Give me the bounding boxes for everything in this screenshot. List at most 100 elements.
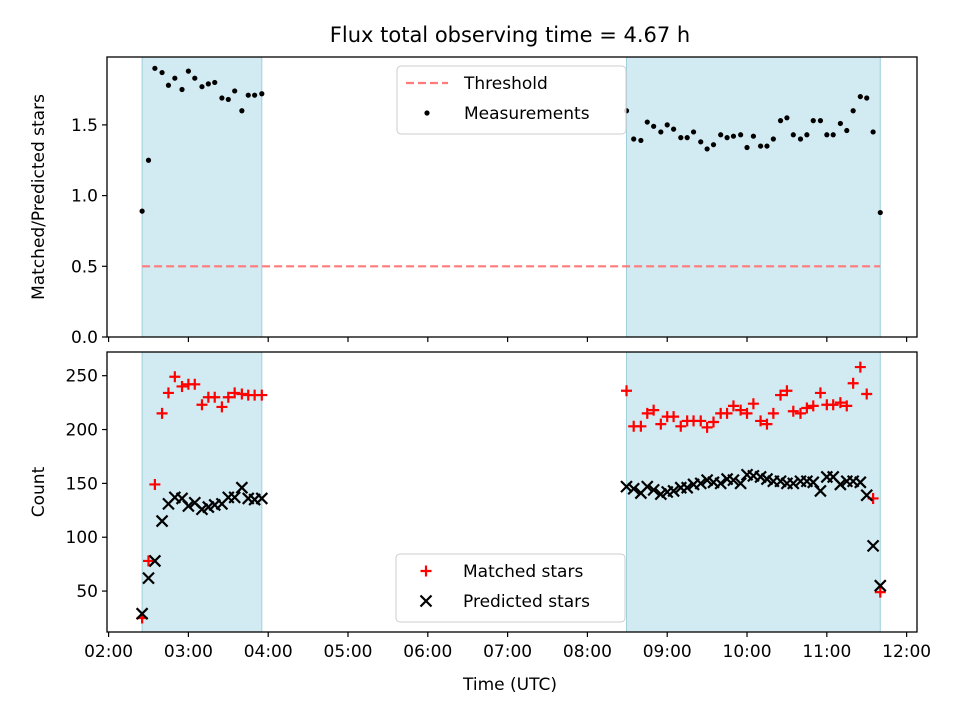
matched-star-point-54 [854, 361, 866, 373]
matched-star-point-27 [675, 420, 687, 432]
matched-star-point-30 [695, 415, 707, 427]
measurement-point-11 [212, 79, 218, 86]
matched-star-point-36 [735, 404, 747, 416]
measurement-point-26 [671, 126, 677, 132]
x-tick-label-3: 05:00 [324, 642, 373, 662]
legend-label-1: Predicted stars [463, 592, 590, 612]
matched-star-point-37 [741, 407, 753, 419]
count-legend: Matched stars Predicted stars [395, 553, 626, 623]
legend-swatch-1 [419, 594, 433, 608]
legend-swatch-0 [420, 565, 432, 577]
measurement-point-21 [638, 137, 644, 144]
matched-star-point-3 [156, 407, 168, 419]
measurement-point-28 [684, 135, 690, 141]
predicted-star-point-44 [787, 477, 800, 490]
predicted-star-point-7 [182, 499, 195, 513]
predicted-star-point-3 [155, 514, 169, 528]
matched-star-point-31 [701, 421, 713, 433]
y-tick-label-1: 0.5 [71, 257, 98, 277]
predicted-star-point-14 [228, 491, 241, 504]
measurement-point-16 [245, 92, 251, 98]
matched-star-point-39 [755, 415, 767, 427]
x-tick-label-4: 06:00 [403, 642, 452, 662]
measurement-point-3 [159, 69, 165, 76]
measurement-point-30 [698, 139, 704, 145]
predicted-star-point-54 [854, 476, 867, 489]
measurement-point-54 [857, 93, 863, 100]
x-tick-label-5: 07:00 [483, 642, 532, 662]
measurement-point-42 [777, 118, 784, 124]
matched-star-point-46 [801, 402, 813, 414]
measurement-point-9 [199, 84, 205, 90]
matched-star-point-12 [216, 401, 228, 413]
count-panel-frame [106, 351, 918, 633]
matched-star-point-44 [787, 405, 799, 417]
matched-star-point-42 [775, 389, 787, 401]
matched-star-point-1 [142, 555, 154, 567]
measurement-point-43 [784, 115, 790, 121]
measurement-point-12 [219, 95, 225, 101]
count-panel: 02:00 03:00 04:00 05:00 06:00 07:00 08:00 09:00… [29, 351, 931, 662]
measurement-point-31 [704, 146, 710, 152]
ratio-y-axis-label: Matched/Predicted stars [29, 94, 49, 300]
measurement-point-15 [239, 108, 245, 114]
measurement-point-14 [232, 88, 238, 94]
measurement-point-24 [658, 129, 664, 135]
y-tick-label-3: 1.5 [71, 116, 98, 136]
legend-swatch-1 [424, 110, 430, 116]
predicted-star-point-0 [135, 607, 149, 620]
legend-box [396, 65, 627, 135]
measurement-point-6 [179, 86, 185, 93]
x-tick-label-8: 10:00 [723, 642, 772, 662]
measurement-point-27 [678, 135, 684, 141]
matched-star-point-57 [874, 586, 886, 598]
measurement-point-53 [850, 108, 856, 114]
y-tick-label-2: 150 [66, 474, 98, 494]
measurement-point-5 [172, 75, 178, 81]
matched-star-point-9 [196, 399, 208, 411]
measurement-point-17 [252, 92, 258, 98]
predicted-star-point-56 [866, 539, 880, 553]
predicted-star-point-28 [680, 481, 694, 494]
y-tick-label-4: 250 [66, 367, 98, 387]
observing-interval-1 [626, 352, 881, 632]
measurement-point-34 [724, 135, 730, 141]
matched-star-point-50 [827, 399, 839, 411]
matched-star-point-18 [256, 389, 268, 401]
measurement-point-40 [764, 143, 770, 149]
measurement-point-57 [877, 209, 883, 216]
measurement-point-49 [824, 132, 830, 138]
measurement-point-29 [690, 129, 697, 135]
predicted-star-point-20 [627, 482, 640, 496]
legend-label-1: Measurements [464, 104, 590, 124]
measurement-point-0 [139, 208, 145, 214]
legend-box [395, 553, 626, 623]
measurement-point-18 [259, 91, 265, 97]
y-tick-label-3: 200 [66, 421, 98, 441]
measurement-point-32 [710, 142, 717, 148]
matched-star-point-40 [761, 418, 773, 430]
measurement-point-8 [192, 75, 198, 81]
matched-star-point-43 [781, 385, 793, 397]
x-tick-label-9: 11:00 [802, 642, 851, 662]
measurement-point-20 [631, 136, 637, 142]
predicted-star-point-15 [235, 481, 249, 494]
measurement-point-22 [644, 119, 650, 125]
measurement-point-36 [738, 132, 744, 138]
x-tick-label-0: 02:00 [84, 642, 133, 662]
predicted-star-point-33 [714, 477, 727, 490]
measurement-point-35 [730, 133, 737, 139]
chart-title: Flux total observing time = 4.67 h [330, 23, 690, 47]
matched-star-point-4 [162, 387, 174, 399]
measurement-point-4 [165, 82, 172, 88]
predicted-star-point-22 [640, 480, 654, 493]
matched-star-point-47 [807, 400, 819, 412]
matched-star-point-2 [149, 478, 161, 490]
measurement-point-50 [830, 132, 836, 138]
x-tick-label-2: 04:00 [244, 642, 293, 662]
measurement-point-7 [185, 68, 191, 74]
measurement-point-52 [844, 127, 850, 134]
observing-interval-1 [626, 57, 881, 337]
measurement-point-23 [651, 123, 657, 129]
